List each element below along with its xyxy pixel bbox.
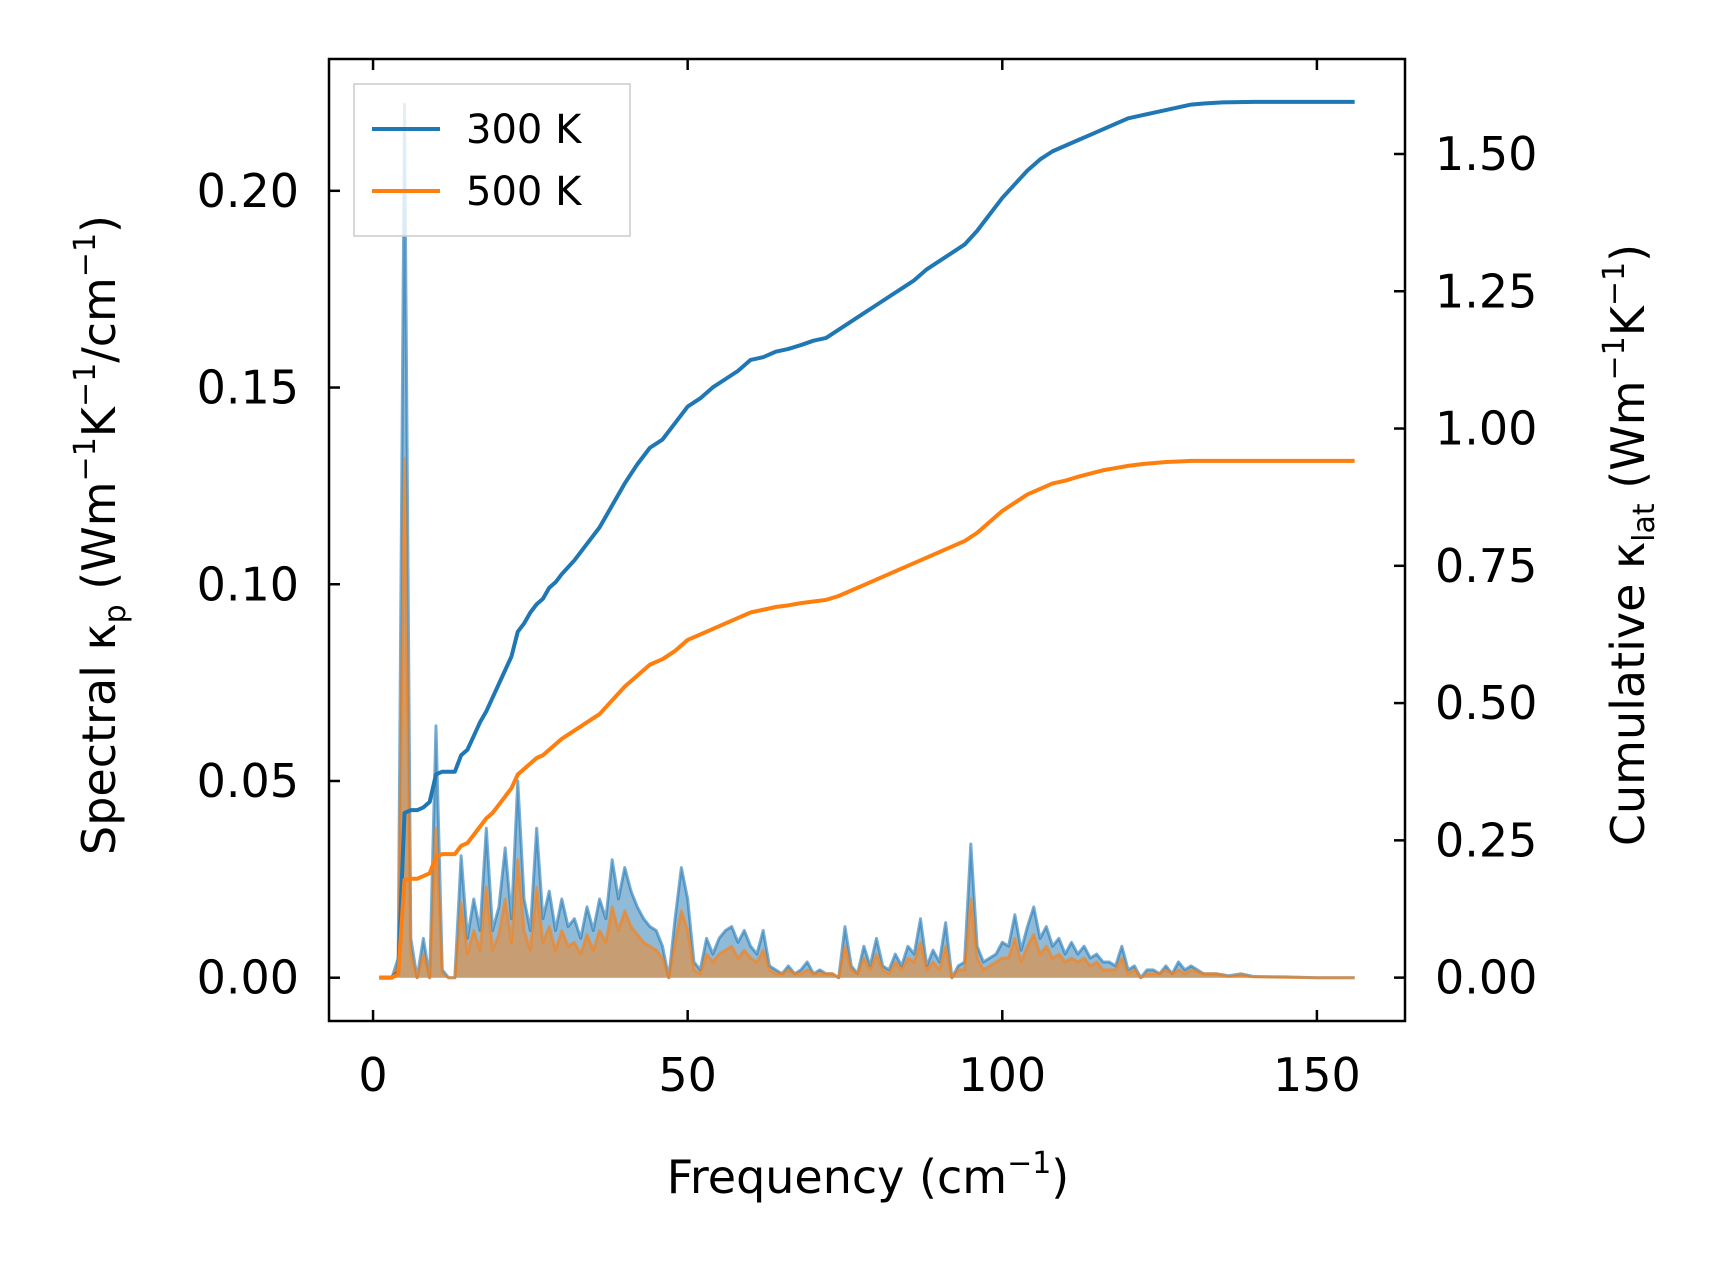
y-right-tick-label: 0.00 (1435, 951, 1537, 1005)
x-tick-label: 0 (358, 1048, 387, 1102)
plot-frame (327, 57, 1407, 1023)
tick-group: 0 50 100 150 0.00 0.05 0.10 0.15 0.20 0.00 0.25 0.5… (197, 59, 1537, 1102)
y-right-tick-label: 1.25 (1435, 264, 1537, 318)
legend-box (353, 83, 631, 237)
x-tick-label: 100 (958, 1048, 1046, 1102)
spectral-line-500k (379, 456, 1355, 980)
y-left-tick-label: 0.05 (197, 754, 299, 808)
legend: 300 K 500 K (353, 83, 631, 237)
legend-label-300k: 300 K (466, 107, 583, 153)
y-axis-label-left: Spectral κp (Wm−1K−1/cm−1) (68, 215, 133, 855)
y-right-tick-label: 1.50 (1435, 127, 1537, 181)
x-tick-label: 50 (658, 1048, 717, 1102)
y-left-tick-label: 0.10 (197, 557, 299, 611)
y-left-tick-label: 0.00 (197, 951, 299, 1005)
plot-series (379, 99, 1355, 980)
y-left-tick-label: 0.20 (197, 164, 299, 218)
y-right-tick-label: 1.00 (1435, 402, 1537, 456)
x-axis-label: Frequency (cm−1) (667, 1146, 1070, 1204)
x-tick-label: 150 (1273, 1048, 1361, 1102)
y-left-tick-label: 0.15 (197, 361, 299, 415)
y-right-tick-label: 0.25 (1435, 813, 1537, 867)
y-right-tick-label: 0.50 (1435, 676, 1537, 730)
y-right-tick-label: 0.75 (1435, 539, 1537, 593)
legend-label-500k: 500 K (466, 169, 583, 215)
cumulative-line-300k (379, 99, 1355, 980)
y-axis-label-right: Cumulative κlat (Wm−1K−1) (1597, 244, 1662, 846)
cumulative-line-500k (379, 458, 1355, 980)
